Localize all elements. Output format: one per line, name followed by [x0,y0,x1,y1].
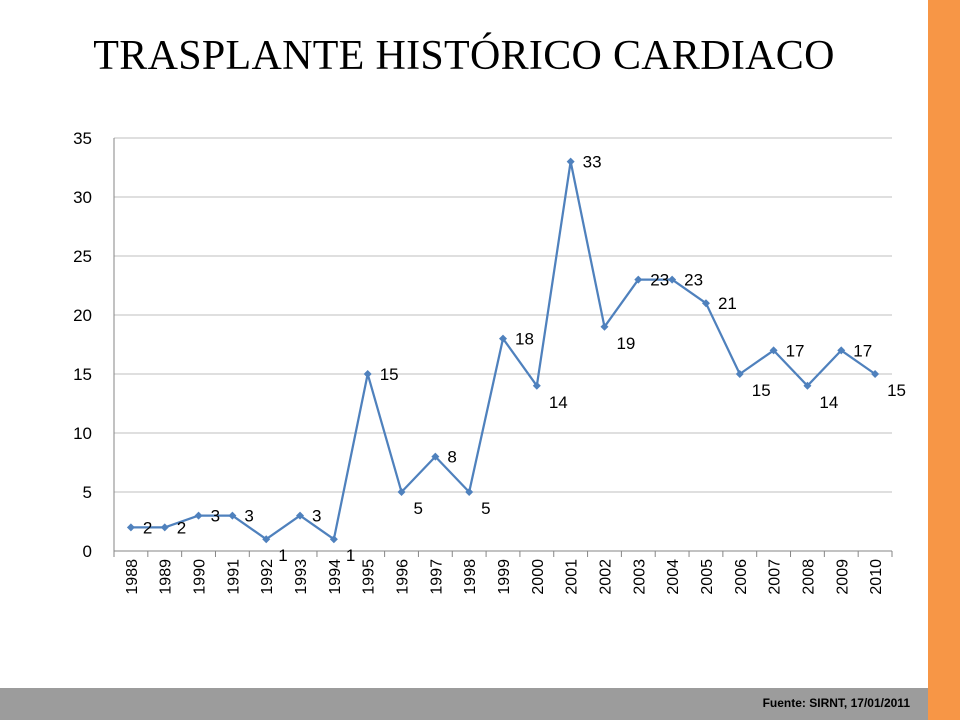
x-tick-label: 1994 [327,559,344,595]
data-point [126,523,135,532]
data-point [803,381,812,390]
x-tick-label: 2010 [868,559,885,595]
x-tick-label: 2008 [800,559,817,595]
data-point [769,346,778,355]
x-tick-label: 1993 [293,559,310,595]
data-point [871,370,880,378]
x-axis-ticks: 1988 1989 1990 1991 1992 1993 1994 1995 1996 1997… [124,559,885,595]
data-label: 1 [346,546,355,565]
series-polyline [130,160,876,541]
data-label: 19 [616,334,635,353]
axes [113,138,893,557]
data-label: 5 [481,499,490,518]
data-label: 1 [278,546,287,565]
data-point [363,370,372,378]
source-note: Fuente: SIRNT, 17/01/2011 [762,696,910,710]
y-tick-label: 35 [73,129,92,148]
x-tick-label: 2005 [699,559,716,595]
data-point [532,381,541,390]
data-point [296,511,305,520]
series-line [130,160,876,541]
data-point [668,275,677,284]
data-label: 8 [447,448,456,467]
y-axis-ticks: 0 5 10 15 20 25 30 35 [73,129,92,561]
data-label: 14 [549,393,568,412]
x-tick-label: 1989 [158,559,175,595]
x-tick-label: 1996 [395,559,412,595]
data-label: 17 [786,341,805,360]
x-tick-label: 1995 [361,559,378,595]
data-point [566,157,575,166]
data-label: 2 [177,518,186,537]
x-tick-label: 1990 [192,559,209,595]
data-label: 3 [244,507,253,526]
x-tick-label: 2001 [564,559,581,595]
data-point [600,322,609,331]
data-point [329,535,338,544]
data-label: 18 [515,330,534,349]
y-tick-label: 25 [73,247,92,266]
footer-bar: Fuente: SIRNT, 17/01/2011 [0,688,928,720]
x-tick-label: 2000 [530,559,547,595]
slide-title: TRASPLANTE HISTÓRICO CARDIACO [93,33,835,79]
data-label: 5 [414,499,423,518]
data-label: 3 [211,507,220,526]
x-tick-label: 1997 [428,559,445,595]
x-tick-label: 1998 [462,559,479,595]
data-point [397,488,406,496]
data-label: 21 [718,294,737,313]
x-tick-label: 1999 [496,559,513,595]
data-point [228,511,237,520]
x-tick-label: 2002 [597,559,614,595]
x-tick-label: 2009 [834,559,851,595]
data-point [194,511,203,520]
data-label: 23 [684,271,703,290]
x-tick-label: 1988 [124,559,141,595]
data-label: 15 [887,381,906,400]
x-tick-label: 2007 [767,559,784,595]
data-label: 15 [752,381,771,400]
data-point [431,452,440,461]
data-point [837,346,846,355]
x-tick-label: 2006 [733,559,750,595]
y-tick-label: 0 [83,542,92,561]
x-tick-label: 2004 [665,559,682,595]
y-tick-label: 5 [83,483,92,502]
data-label: 23 [650,271,669,290]
data-point [499,334,507,343]
x-tick-label: 1992 [259,559,276,595]
data-point [160,523,169,532]
y-tick-label: 20 [73,306,92,325]
y-tick-label: 10 [73,424,92,443]
accent-side-bar [928,0,960,720]
data-label: 17 [853,341,872,360]
y-tick-label: 15 [73,365,92,384]
data-label: 15 [380,365,399,384]
data-point [465,488,474,496]
data-point [701,299,710,308]
series-points [126,157,880,544]
data-point [262,535,271,544]
x-tick-label: 1991 [225,559,242,595]
x-tick-label: 2003 [631,559,648,595]
data-point [735,370,744,378]
data-label: 3 [312,507,321,526]
y-tick-label: 30 [73,188,92,207]
data-label: 33 [583,153,602,172]
data-point [634,275,643,284]
data-label: 14 [819,393,838,412]
data-label: 2 [143,518,152,537]
gridlines [114,137,892,493]
